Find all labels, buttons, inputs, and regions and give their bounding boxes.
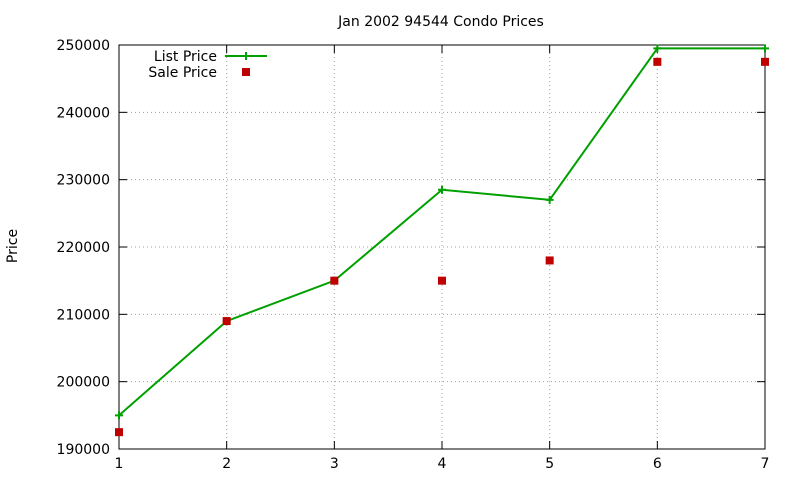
x-tick-label: 6 (653, 456, 662, 472)
plot-frame (118, 44, 766, 450)
data-point-square (653, 57, 662, 66)
series-0 (115, 44, 769, 420)
data-point-square (330, 276, 339, 285)
y-tick-label: 220000 (57, 240, 110, 256)
legend-label: Sale Price (148, 65, 217, 81)
data-point-square (438, 276, 446, 285)
x-tick-label: 3 (330, 456, 339, 472)
y-tick-label: 210000 (57, 307, 110, 323)
data-point-square (761, 57, 769, 66)
series-1 (115, 57, 769, 437)
x-tick-label: 5 (545, 456, 554, 472)
x-tick-label: 1 (115, 456, 124, 472)
data-point-square (115, 428, 123, 437)
y-tick-label: 230000 (57, 173, 110, 189)
y-tick-label: 250000 (57, 38, 110, 54)
data-point-cross (545, 195, 554, 204)
y-axis-label: Price (5, 229, 21, 263)
chart-title: Jan 2002 94544 Condo Prices (337, 14, 544, 30)
grid (119, 45, 765, 449)
x-tick-label: 2 (222, 456, 231, 472)
y-tick-label: 200000 (57, 375, 110, 391)
y-tick-label: 240000 (57, 105, 110, 121)
series-layer (115, 44, 769, 437)
series-line (118, 47, 765, 417)
legend-swatch-cross (242, 52, 250, 60)
x-tick-label: 4 (438, 456, 447, 472)
data-point-square (222, 317, 231, 326)
data-point-cross (761, 44, 769, 53)
legend-swatch-square (242, 68, 250, 76)
data-point-square (545, 256, 554, 265)
legend-label: List Price (154, 49, 217, 65)
y-tick-label: 190000 (57, 442, 110, 458)
axis-ticks: 190000 200000 210000 220000 230000 240000 2500… (57, 38, 770, 472)
x-tick-label: 7 (761, 456, 770, 472)
data-point-cross (653, 44, 662, 53)
data-point-cross (115, 411, 123, 420)
data-point-cross (438, 185, 446, 194)
